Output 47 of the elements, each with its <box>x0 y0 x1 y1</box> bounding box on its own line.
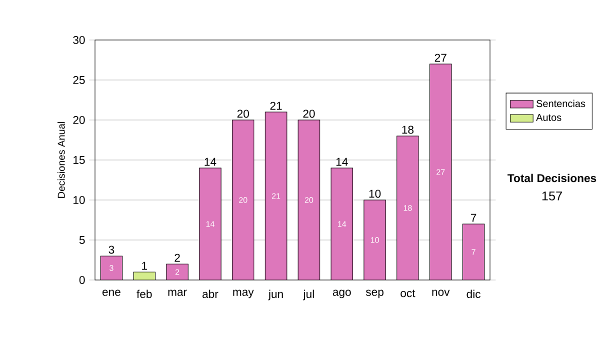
y-axis-title: Decisiones Anual <box>58 122 65 198</box>
data-label: 2 <box>175 269 180 275</box>
x-tick-label: ago <box>332 290 351 298</box>
x-tick-label: jun <box>268 290 283 300</box>
total-label: 3 <box>108 246 114 254</box>
total-label: 21 <box>270 102 282 110</box>
x-tick-label: sep <box>366 290 384 298</box>
data-label: 20 <box>239 197 248 203</box>
data-label: 18 <box>404 205 412 211</box>
y-tick-label: 5 <box>79 236 85 244</box>
total-label: 14 <box>204 158 216 166</box>
y-tick-label: 20 <box>73 116 85 124</box>
legend-label: Sentencias <box>536 100 586 108</box>
data-label: 21 <box>272 193 280 199</box>
total-label: 2 <box>174 254 180 262</box>
x-tick-label: abr <box>202 290 218 298</box>
data-label: 7 <box>472 249 476 255</box>
x-tick-label: may <box>233 290 254 298</box>
total-label: 1 <box>142 262 147 270</box>
x-tick-label: oct <box>400 290 416 298</box>
total-label: 20 <box>303 110 315 118</box>
y-tick-label: 25 <box>73 76 85 84</box>
x-tick-label: ene <box>102 290 120 296</box>
total-label: 27 <box>434 54 446 62</box>
total-label: 18 <box>402 126 414 134</box>
x-tick-label: jul <box>303 290 314 300</box>
x-tick-label: dic <box>466 290 480 298</box>
data-label: 27 <box>436 169 445 175</box>
x-tick-label: mar <box>168 290 187 296</box>
data-label: 14 <box>338 221 346 227</box>
y-tick-label: 10 <box>74 196 85 204</box>
data-label: 3 <box>110 265 114 271</box>
data-label: 10 <box>370 237 379 243</box>
x-tick-label: feb <box>136 290 152 298</box>
data-label: 14 <box>206 221 214 227</box>
text: 157 <box>542 192 562 200</box>
total-label: 14 <box>336 158 348 166</box>
data-label: 20 <box>304 197 314 203</box>
x-tick-label: nov <box>432 290 450 296</box>
text: Total Decisiones <box>508 174 596 182</box>
total-label: 10 <box>369 190 381 198</box>
y-tick-label: 0 <box>79 276 85 284</box>
legend-label: Autos <box>536 114 562 121</box>
y-tick-label: 30 <box>73 36 85 44</box>
total-label: 20 <box>237 110 249 118</box>
total-label: 7 <box>470 214 476 222</box>
y-tick-label: 15 <box>74 156 85 164</box>
